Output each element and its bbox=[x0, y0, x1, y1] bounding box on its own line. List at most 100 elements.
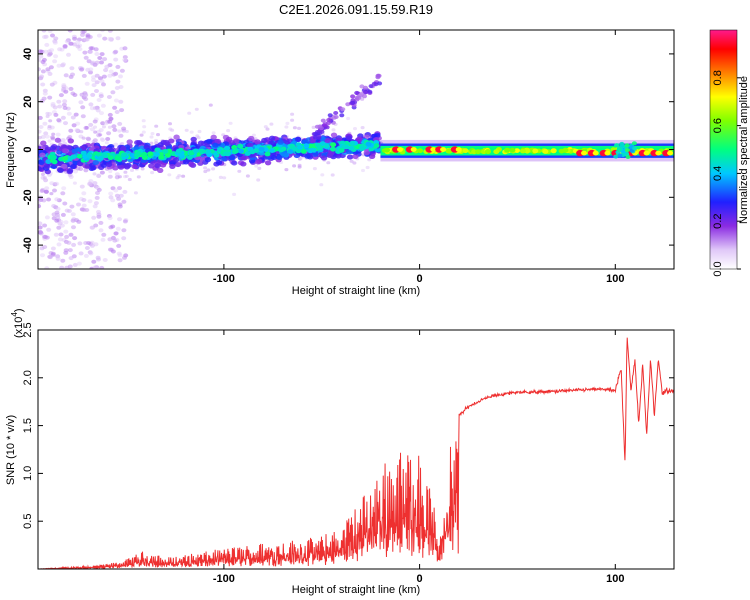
spectrogram-cell bbox=[120, 145, 127, 152]
spectrogram-cell bbox=[83, 253, 89, 258]
spectrogram-cell bbox=[632, 146, 638, 151]
spectrogram-cell bbox=[92, 204, 98, 209]
spectrogram-cell bbox=[247, 142, 254, 148]
spectrogram-cell bbox=[108, 116, 114, 121]
spectrogram-cell bbox=[60, 138, 66, 143]
spectrogram-cell bbox=[205, 138, 213, 144]
spectrogram-cell bbox=[42, 223, 48, 228]
spectrogram-cell bbox=[312, 135, 318, 140]
spectrogram-cell bbox=[40, 59, 46, 64]
spectrogram-cell bbox=[56, 225, 62, 230]
spectrogram-cell bbox=[550, 148, 557, 154]
spectrogram-cell bbox=[51, 204, 57, 208]
colorbar-tick-label: 0.8 bbox=[712, 70, 724, 85]
snr-scale-text: (x10 bbox=[13, 317, 25, 338]
spectrogram-cell bbox=[284, 125, 289, 129]
spectrogram-cell bbox=[72, 181, 77, 185]
spectrogram-cell bbox=[232, 192, 237, 196]
spectrogram-cell bbox=[44, 186, 50, 191]
spectrogram-cell bbox=[97, 56, 103, 60]
colorbar-tick-label: 0.0 bbox=[712, 261, 724, 276]
spectrogram-cell bbox=[318, 126, 324, 131]
spectrogram-cell bbox=[631, 141, 637, 146]
spectrogram-cell bbox=[294, 136, 302, 142]
spectrogram-cell bbox=[44, 134, 50, 139]
spectrogram-cell bbox=[240, 161, 247, 167]
spectrogram-cell bbox=[64, 234, 70, 239]
spectrogram-cell bbox=[263, 125, 268, 129]
spectrogram-cell bbox=[410, 147, 417, 152]
spectrogram-cell bbox=[53, 54, 59, 59]
spectrogram-cell bbox=[81, 198, 87, 202]
spectrogram-cell bbox=[655, 150, 662, 156]
spectrogram-cell bbox=[475, 149, 481, 155]
spectrogram-cell bbox=[117, 217, 122, 222]
spectrogram-cell bbox=[111, 124, 117, 129]
spectrogram-cell bbox=[60, 258, 66, 263]
snr-x-axis-label: Height of straight line (km) bbox=[292, 584, 420, 596]
spectrogram-cell bbox=[57, 167, 64, 173]
spectrogram-cell bbox=[52, 188, 57, 193]
spectrogram-cell bbox=[346, 116, 351, 121]
spectrogram-cell bbox=[377, 81, 383, 86]
spectrogram-cell bbox=[368, 84, 374, 89]
spectrogram-cell bbox=[121, 228, 127, 233]
spectrogram-cell bbox=[107, 36, 113, 41]
spectrogram-cell bbox=[190, 136, 197, 142]
spectrogram-cell bbox=[51, 159, 58, 165]
spectrogram-cell bbox=[186, 155, 193, 160]
spectrogram-cell bbox=[67, 30, 73, 33]
spectrogram-cell bbox=[99, 111, 104, 116]
spectrogram-cell bbox=[192, 148, 199, 154]
spectrogram-cell bbox=[50, 246, 56, 251]
spectrogram-cell bbox=[90, 61, 95, 66]
spectrogram-cell bbox=[118, 74, 123, 79]
spectrogram-cell bbox=[343, 144, 350, 150]
spectrogram-cell bbox=[108, 191, 114, 196]
spectrogram-cell bbox=[126, 139, 133, 145]
spectrogram-cell bbox=[40, 140, 47, 146]
spectrogram-cell bbox=[232, 148, 239, 154]
spectrogram-cell bbox=[169, 163, 176, 169]
spectrogram-cell bbox=[98, 133, 103, 137]
spectrogram-cell bbox=[154, 138, 158, 143]
spectrogram-cell bbox=[106, 131, 112, 136]
spectrogram-cell bbox=[141, 130, 146, 134]
spectrogram-cell bbox=[140, 167, 145, 171]
spectrogram-cell bbox=[276, 154, 283, 161]
spectrogram-cell bbox=[368, 153, 376, 159]
spectrogram-cell bbox=[184, 128, 189, 132]
spectrogram-cell bbox=[124, 174, 129, 178]
spectrogram-cell bbox=[40, 134, 46, 139]
spectrogram-cell bbox=[70, 154, 77, 160]
colorbar-label: Normalized spectral amplitude bbox=[738, 76, 750, 224]
snr-scale-close: ) bbox=[13, 308, 25, 312]
colorbar-frame bbox=[709, 29, 738, 270]
spectrogram-cell bbox=[194, 107, 199, 111]
spectrogram-cell bbox=[38, 165, 42, 172]
spectrogram-cell bbox=[100, 103, 106, 108]
spectrogram-cell bbox=[102, 36, 108, 41]
spectrogram-cell bbox=[55, 206, 61, 211]
spectrogram-cell bbox=[237, 169, 242, 173]
spectrogram-cell bbox=[40, 82, 46, 87]
spectrogram-cell bbox=[356, 95, 362, 100]
spectrogram-cell bbox=[326, 121, 331, 126]
spectrogram-cell bbox=[270, 154, 277, 161]
spectrogram-cell bbox=[55, 215, 61, 220]
spectrogram-cell bbox=[197, 129, 202, 134]
spectrogram-cell bbox=[115, 79, 121, 84]
spectrogram-cell bbox=[149, 141, 154, 145]
spectrogram-cell bbox=[624, 143, 630, 148]
spectrogram-cell bbox=[87, 35, 93, 39]
spectrogram-cell bbox=[198, 148, 205, 154]
spectrogram-cell bbox=[69, 204, 75, 209]
spectrogram-cell bbox=[251, 133, 256, 137]
spectrogram-cell bbox=[187, 111, 192, 115]
spectrogram-cell bbox=[119, 68, 125, 73]
spectrogram-cell bbox=[348, 145, 354, 151]
spectrogram-cell bbox=[50, 33, 55, 38]
spectrogram-y-tick-label: 20 bbox=[22, 96, 34, 108]
spectrogram-cell bbox=[292, 126, 297, 130]
spectrogram-cell bbox=[58, 232, 64, 237]
